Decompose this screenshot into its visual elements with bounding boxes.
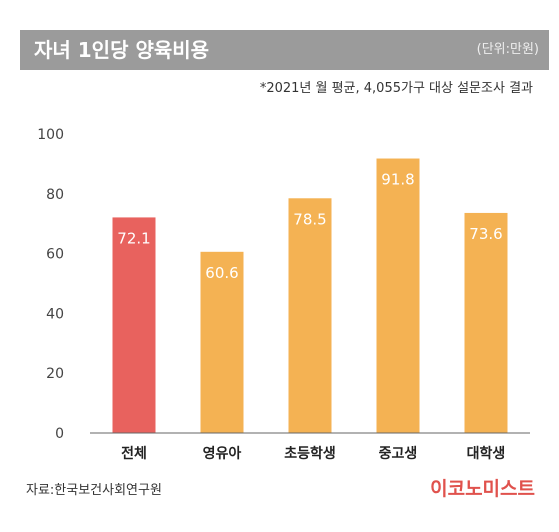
bar-chart: 0 20 40 60 80 100 72.1 전체 60.6 영유아 78.5 초등학생 91.8 중고생… <box>37 127 530 462</box>
x-category-label: 중고생 <box>379 446 418 462</box>
bar <box>200 251 244 433</box>
y-tick-label: 40 <box>46 306 64 322</box>
x-category-label: 전체 <box>121 445 147 462</box>
bar <box>112 217 156 433</box>
bar-value-label: 73.6 <box>469 225 502 243</box>
x-category-label: 대학생 <box>467 446 506 462</box>
bar <box>288 198 332 433</box>
y-tick-label: 20 <box>46 366 64 382</box>
survey-note: *2021년 월 평균, 4,055가구 대상 설문조사 결과 <box>259 81 533 96</box>
y-tick-label: 0 <box>55 426 64 442</box>
bar <box>376 158 420 433</box>
source-label: 자료:한국보건사회연구원 <box>26 483 162 498</box>
chart-header-bar: 자녀 1인당 양육비용 (단위:만원) <box>20 30 549 70</box>
brand-logo: 이코노미스트 <box>430 478 535 500</box>
chart-title: 자녀 1인당 양육비용 <box>34 38 210 62</box>
x-category-label: 초등학생 <box>284 446 336 462</box>
y-tick-label: 100 <box>37 127 64 143</box>
bar-value-label: 72.1 <box>117 229 150 247</box>
bar-value-label: 60.6 <box>205 264 238 282</box>
bar <box>464 212 508 433</box>
bar-value-label: 78.5 <box>293 210 326 228</box>
unit-label: (단위:만원) <box>476 42 539 57</box>
x-category-label: 영유아 <box>203 445 242 462</box>
y-tick-label: 80 <box>46 187 64 203</box>
bar-value-label: 91.8 <box>381 171 414 189</box>
y-tick-label: 60 <box>46 247 64 263</box>
